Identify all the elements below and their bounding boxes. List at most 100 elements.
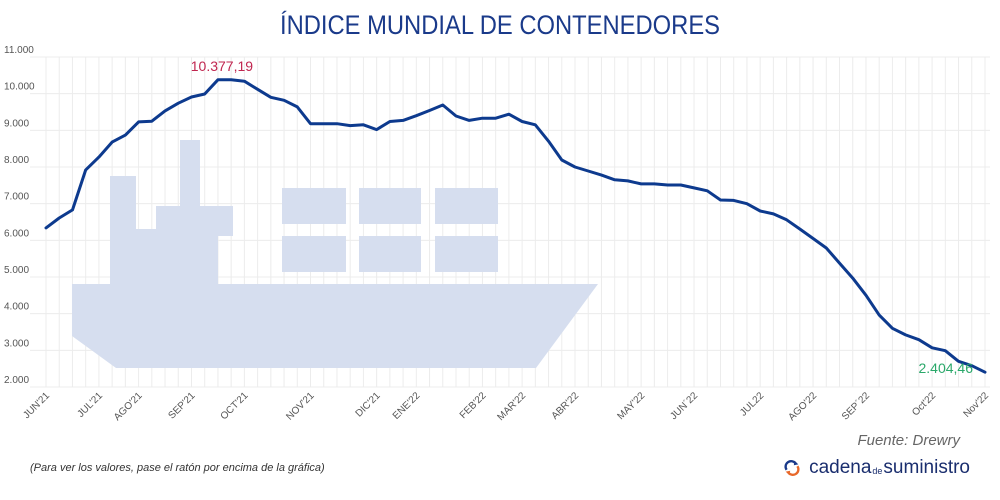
data-point[interactable]	[730, 196, 738, 204]
data-point[interactable]	[161, 107, 169, 115]
logo-text-suministro: suministro	[883, 457, 970, 478]
data-point[interactable]	[822, 244, 830, 252]
data-point[interactable]	[254, 85, 262, 93]
data-point[interactable]	[55, 214, 63, 222]
data-point[interactable]	[849, 274, 857, 282]
data-point[interactable]	[346, 122, 354, 130]
data-point[interactable]	[135, 118, 143, 126]
data-point[interactable]	[439, 101, 447, 109]
data-point[interactable]	[359, 121, 367, 129]
x-tick-label: JUL22	[738, 390, 767, 419]
data-point[interactable]	[677, 181, 685, 189]
x-tick-label: MAY'22	[615, 390, 647, 422]
data-point[interactable]	[68, 206, 76, 214]
data-point[interactable]	[148, 117, 156, 125]
data-point[interactable]	[836, 259, 844, 267]
y-tick-label: 2.000	[4, 375, 29, 386]
data-point[interactable]	[558, 156, 566, 164]
data-point[interactable]	[227, 76, 235, 84]
data-point[interactable]	[584, 167, 592, 175]
data-point[interactable]	[373, 126, 381, 134]
x-tick-label: ENE'22	[391, 390, 423, 422]
data-point[interactable]	[571, 163, 579, 171]
data-point[interactable]	[862, 291, 870, 299]
data-point[interactable]	[452, 112, 460, 120]
last-value-label: 2.404,46	[919, 360, 974, 376]
data-point[interactable]	[624, 177, 632, 185]
data-point[interactable]	[902, 331, 910, 339]
data-point[interactable]	[928, 344, 936, 352]
y-tick-label: 8.000	[4, 155, 29, 166]
data-point[interactable]	[703, 187, 711, 195]
data-point[interactable]	[426, 107, 434, 115]
data-point[interactable]	[386, 118, 394, 126]
data-point[interactable]	[690, 184, 698, 192]
data-point[interactable]	[941, 347, 949, 355]
container	[359, 236, 421, 272]
x-tick-label: DIC'21	[354, 390, 383, 419]
data-point[interactable]	[240, 77, 248, 85]
x-tick-label: AGO'22	[786, 390, 819, 423]
data-point[interactable]	[174, 99, 182, 107]
data-point[interactable]	[756, 207, 764, 215]
logo-text-de: de	[872, 466, 883, 476]
data-point[interactable]	[95, 153, 103, 161]
data-point[interactable]	[809, 235, 817, 243]
data-point[interactable]	[597, 171, 605, 179]
brand-logo: cadena de suministro	[783, 457, 970, 479]
data-point[interactable]	[108, 138, 116, 146]
x-tick-label: MAR'22	[496, 390, 529, 423]
data-point[interactable]	[545, 137, 553, 145]
data-point[interactable]	[82, 166, 90, 174]
data-point[interactable]	[307, 120, 315, 128]
container	[359, 188, 421, 224]
data-point[interactable]	[492, 114, 500, 122]
data-point[interactable]	[505, 110, 513, 118]
y-tick-label: 5.000	[4, 265, 29, 276]
data-point[interactable]	[664, 181, 672, 189]
data-point[interactable]	[888, 324, 896, 332]
data-point[interactable]	[187, 93, 195, 101]
data-point[interactable]	[518, 118, 526, 126]
data-point[interactable]	[650, 180, 658, 188]
data-point[interactable]	[769, 210, 777, 218]
ship-cabin-left	[110, 176, 136, 284]
data-point[interactable]	[915, 336, 923, 344]
data-point[interactable]	[267, 93, 275, 101]
data-point[interactable]	[201, 90, 209, 98]
container	[435, 236, 498, 272]
data-point[interactable]	[716, 196, 724, 204]
ship-cabin-mid	[156, 206, 218, 284]
data-point[interactable]	[611, 176, 619, 184]
data-point[interactable]	[531, 121, 539, 129]
data-point[interactable]	[412, 112, 420, 120]
data-point[interactable]	[320, 120, 328, 128]
data-point[interactable]	[121, 131, 129, 139]
data-point[interactable]	[280, 96, 288, 104]
refresh-arrows-icon	[784, 460, 800, 476]
x-tick-label: SEP'21	[166, 390, 197, 421]
data-point[interactable]	[796, 225, 804, 233]
data-point[interactable]	[399, 116, 407, 124]
ship-cabin-right	[218, 206, 233, 236]
data-point[interactable]	[981, 368, 989, 376]
data-point[interactable]	[783, 216, 791, 224]
data-point[interactable]	[637, 180, 645, 188]
x-tick-label: Oct'22	[910, 390, 938, 418]
data-point[interactable]	[478, 114, 486, 122]
data-point[interactable]	[465, 116, 473, 124]
container	[282, 236, 346, 272]
data-point[interactable]	[743, 200, 751, 208]
data-point[interactable]	[214, 76, 222, 84]
x-tick-label: AGO'21	[112, 390, 145, 423]
data-point[interactable]	[42, 224, 50, 232]
annotations: 10.377,19 2.404,46	[191, 58, 973, 376]
data-point[interactable]	[875, 311, 883, 319]
container	[435, 188, 498, 224]
data-point[interactable]	[293, 103, 301, 111]
ship-illustration	[72, 140, 598, 368]
x-tick-label: FEB'22	[458, 390, 489, 421]
data-point[interactable]	[333, 120, 341, 128]
series-line[interactable]	[44, 78, 987, 374]
